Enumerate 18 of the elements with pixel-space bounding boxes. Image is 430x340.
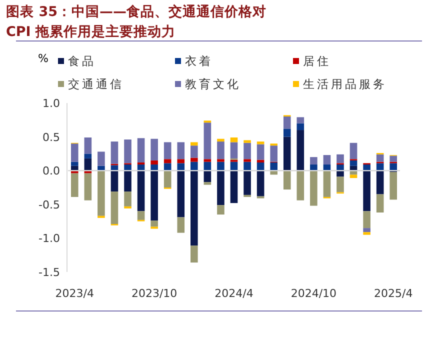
x-tick-label: 2024/4	[214, 287, 254, 300]
legend-label: 居住	[303, 54, 331, 68]
x-tick-label: 2023/10	[131, 287, 178, 300]
y-tick-label: -1.0	[38, 232, 60, 246]
y-tick-label: -0.5	[38, 198, 60, 212]
title: 图表 35：中国——食品、交通通信价格对 CPI 拖累作用是主要推动力	[6, 4, 266, 40]
legend-label: 食品	[68, 54, 96, 68]
x-tick-label: 2023/4	[55, 287, 94, 300]
y-axis-title: %	[38, 52, 48, 65]
legend-label: 衣着	[185, 54, 213, 68]
y-tick-label: 0.0	[42, 164, 60, 178]
y-tick-label: 1.0	[42, 97, 60, 110]
legend-label: 交通通信	[68, 77, 124, 91]
x-tick-label: 2024/10	[290, 287, 337, 300]
legend-label: 教育文化	[185, 77, 241, 91]
y-tick-label: 0.5	[42, 130, 60, 144]
x-tick-label: 2025/4	[374, 287, 413, 300]
y-tick-label: -1.5	[38, 266, 60, 279]
